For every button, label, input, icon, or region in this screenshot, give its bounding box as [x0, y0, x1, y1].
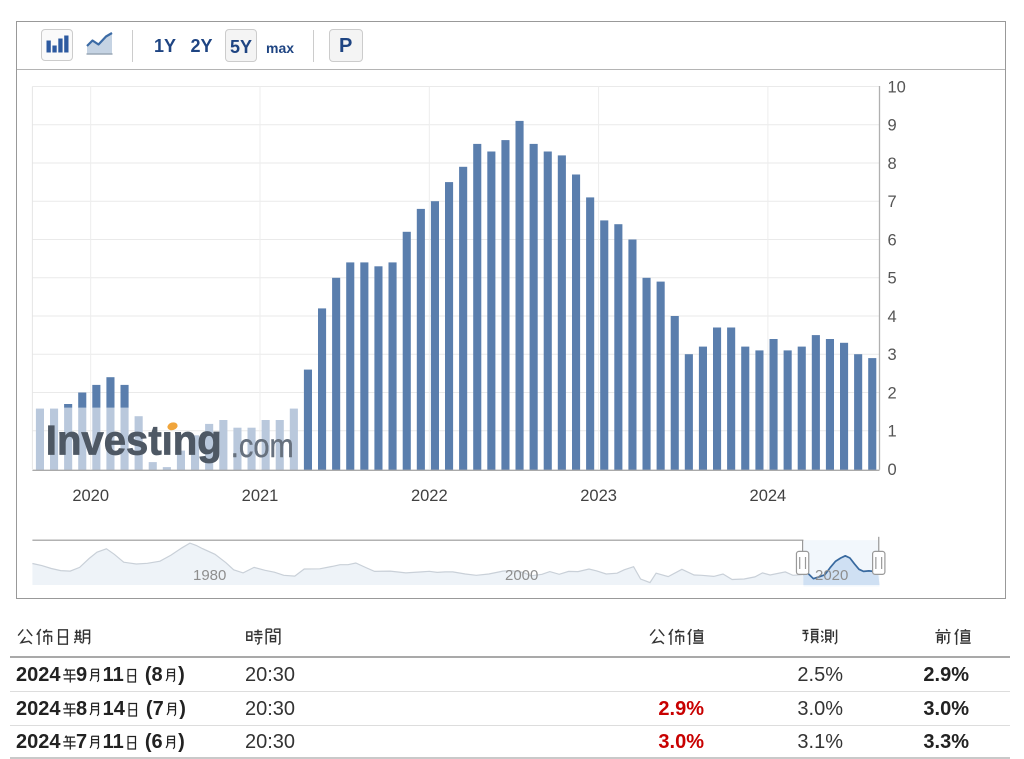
- svg-text:9: 9: [888, 117, 897, 135]
- svg-text:1980: 1980: [193, 567, 226, 584]
- svg-text:2020: 2020: [72, 487, 109, 505]
- svg-text:7: 7: [888, 193, 897, 211]
- svg-text:2021: 2021: [242, 487, 279, 505]
- svg-text:2020: 2020: [815, 567, 848, 584]
- svg-text:6: 6: [888, 231, 897, 249]
- svg-text:2024: 2024: [750, 487, 787, 505]
- svg-text:1: 1: [888, 423, 897, 441]
- svg-text:8: 8: [888, 155, 897, 173]
- svg-text:3: 3: [888, 346, 897, 364]
- svg-text:.com: .com: [231, 427, 294, 464]
- svg-text:0: 0: [888, 461, 897, 479]
- svg-text:Investıng: Investıng: [46, 417, 222, 464]
- svg-text:4: 4: [888, 308, 897, 326]
- svg-text:2022: 2022: [411, 487, 448, 505]
- svg-text:2023: 2023: [580, 487, 617, 505]
- svg-text:2000: 2000: [505, 567, 538, 584]
- svg-text:2: 2: [888, 384, 897, 402]
- svg-text:5: 5: [888, 270, 897, 288]
- svg-text:10: 10: [888, 78, 906, 96]
